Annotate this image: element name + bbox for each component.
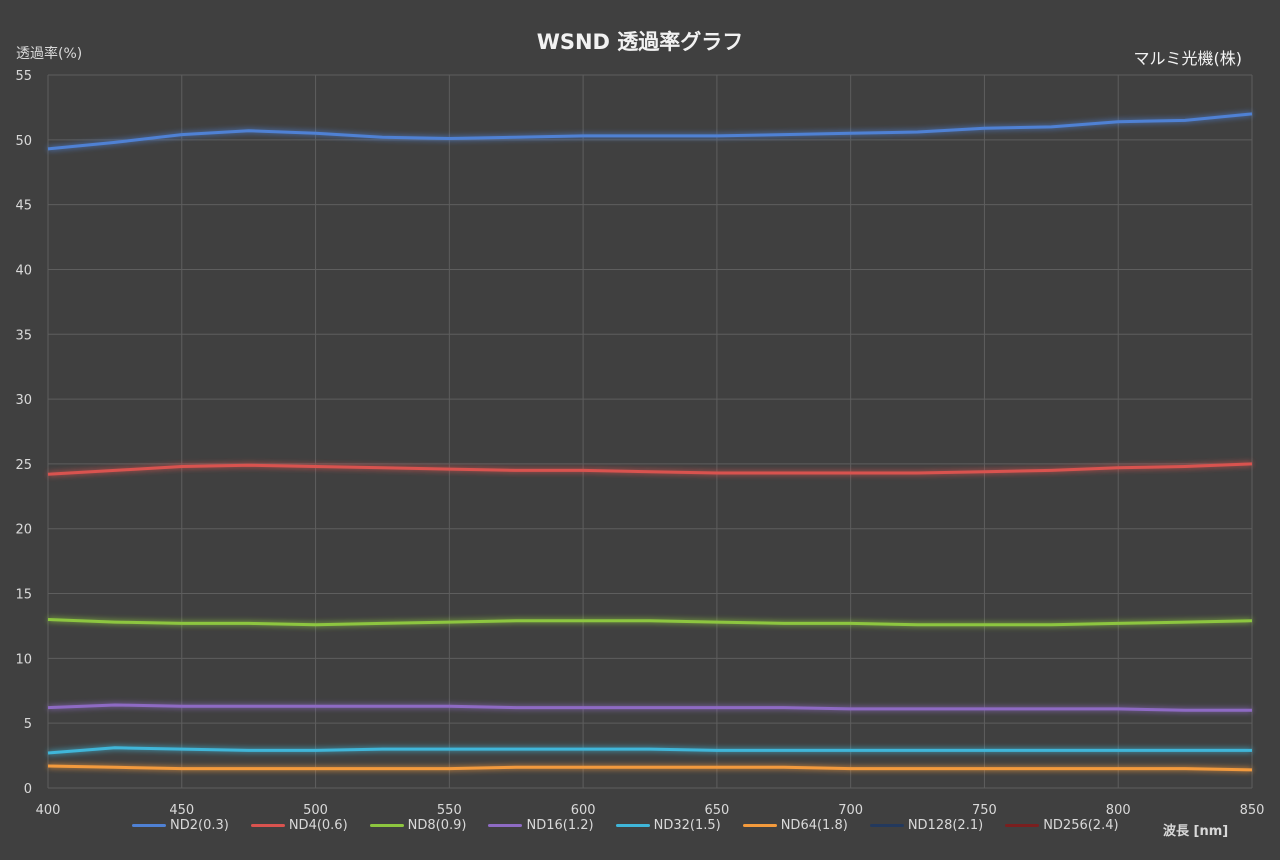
legend-label: ND128(2.1) [907, 818, 984, 833]
y-axis-label: 透過率(%) [16, 46, 83, 62]
legend-item: ND2(0.3) [132, 818, 229, 833]
legend-label: ND16(1.2) [526, 818, 594, 833]
legend-item: ND4(0.6) [250, 818, 348, 833]
y-tick-label: 25 [15, 458, 32, 473]
legend-swatch [132, 824, 166, 827]
y-tick-label: 35 [15, 328, 32, 343]
y-tick-label: 50 [15, 134, 32, 149]
x-tick-label: 650 [704, 803, 729, 818]
y-tick-label: 40 [15, 263, 32, 278]
legend: ND2(0.3) ND4(0.6) ND8(0.9) ND16(1.2) ND32(1.… [132, 818, 1141, 833]
series-line-1 [47, 112, 1253, 151]
legend-swatch [615, 824, 650, 827]
legend-label: ND4(0.6) [288, 818, 348, 833]
legend-swatch [1005, 824, 1040, 827]
legend-swatch [369, 824, 404, 827]
series-line-5 [47, 746, 1252, 755]
legend-item: ND256(2.4) [1005, 818, 1119, 833]
x-tick-label: 700 [838, 803, 863, 818]
x-tick-label: 850 [1240, 803, 1265, 818]
legend-swatch [488, 824, 523, 827]
x-tick-label: 750 [972, 803, 997, 818]
legend-swatch [869, 824, 904, 827]
x-axis-label: 波長 [nm] [1163, 824, 1229, 839]
legend-item: ND16(1.2) [488, 818, 594, 833]
legend-label: ND64(1.8) [780, 818, 848, 833]
x-tick-label: 500 [303, 803, 328, 818]
legend-label: ND32(1.5) [653, 818, 721, 833]
y-tick-label: 5 [24, 717, 32, 732]
brand-label: マルミ光機(株) [1133, 49, 1243, 68]
y-tick-label: 55 [15, 69, 32, 84]
y-tick-label: 15 [15, 588, 32, 603]
series-line-2 [47, 462, 1253, 476]
y-tick-label: 0 [24, 782, 32, 797]
legend-label: ND8(0.9) [407, 818, 467, 833]
y-tick-label: 10 [15, 652, 32, 667]
y-tick-label: 20 [15, 523, 32, 538]
legend-swatch [250, 824, 285, 827]
y-tick-label: 30 [15, 393, 32, 408]
chart-title: WSND 透過率グラフ [536, 30, 744, 54]
legend-label: ND256(2.4) [1043, 818, 1119, 833]
y-tick-label: 45 [15, 199, 32, 214]
legend-item: ND128(2.1) [869, 818, 984, 833]
series-line-4 [47, 703, 1252, 712]
x-tick-label: 400 [36, 803, 61, 818]
x-tick-label: 450 [169, 803, 194, 818]
legend-item: ND64(1.8) [742, 818, 848, 833]
series-line-6 [47, 764, 1253, 772]
x-tick-label: 800 [1106, 803, 1131, 818]
legend-item: ND8(0.9) [369, 818, 467, 833]
legend-swatch [742, 824, 777, 827]
series-line-3 [47, 618, 1253, 627]
x-tick-label: 550 [437, 803, 462, 818]
x-tick-label: 600 [571, 803, 596, 818]
legend-label: ND2(0.3) [170, 818, 229, 833]
legend-item: ND32(1.5) [615, 818, 721, 833]
